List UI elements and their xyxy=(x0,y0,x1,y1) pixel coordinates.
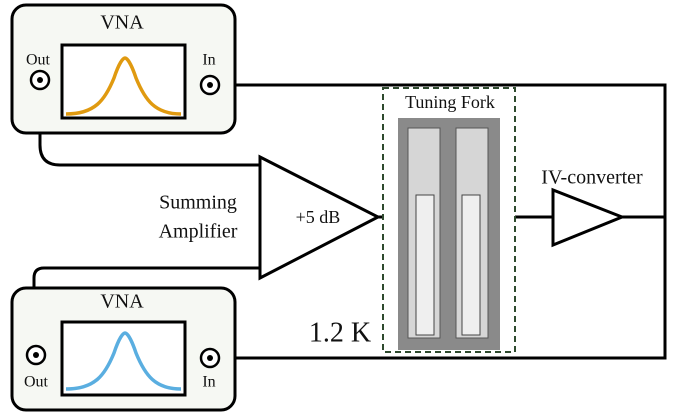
port-label: Out xyxy=(24,374,49,391)
port-label: Out xyxy=(26,52,51,69)
temperature: 1.2 K xyxy=(309,317,371,348)
response-curve xyxy=(65,331,182,391)
amp-label: Amplifier xyxy=(159,221,238,243)
port xyxy=(37,77,43,83)
fork-electrode xyxy=(461,194,481,336)
amp-gain: +5 dB xyxy=(296,207,341,227)
port xyxy=(207,355,213,361)
response-curve xyxy=(65,56,182,116)
wire xyxy=(210,83,667,360)
amp-label: Summing xyxy=(159,192,237,214)
converter-label: IV-converter xyxy=(541,167,643,189)
fork-label: Tuning Fork xyxy=(405,92,495,112)
port-label: In xyxy=(202,52,215,69)
amplifier xyxy=(258,154,382,281)
wire xyxy=(32,266,262,355)
iv-converter xyxy=(551,187,627,248)
port xyxy=(207,82,213,88)
vna-screen xyxy=(60,43,187,120)
vna-title: VNA xyxy=(100,12,144,34)
port xyxy=(33,352,39,358)
wire xyxy=(38,80,262,167)
fork-electrode xyxy=(415,194,435,336)
port-label: In xyxy=(202,374,215,391)
vna-title: VNA xyxy=(100,291,144,313)
